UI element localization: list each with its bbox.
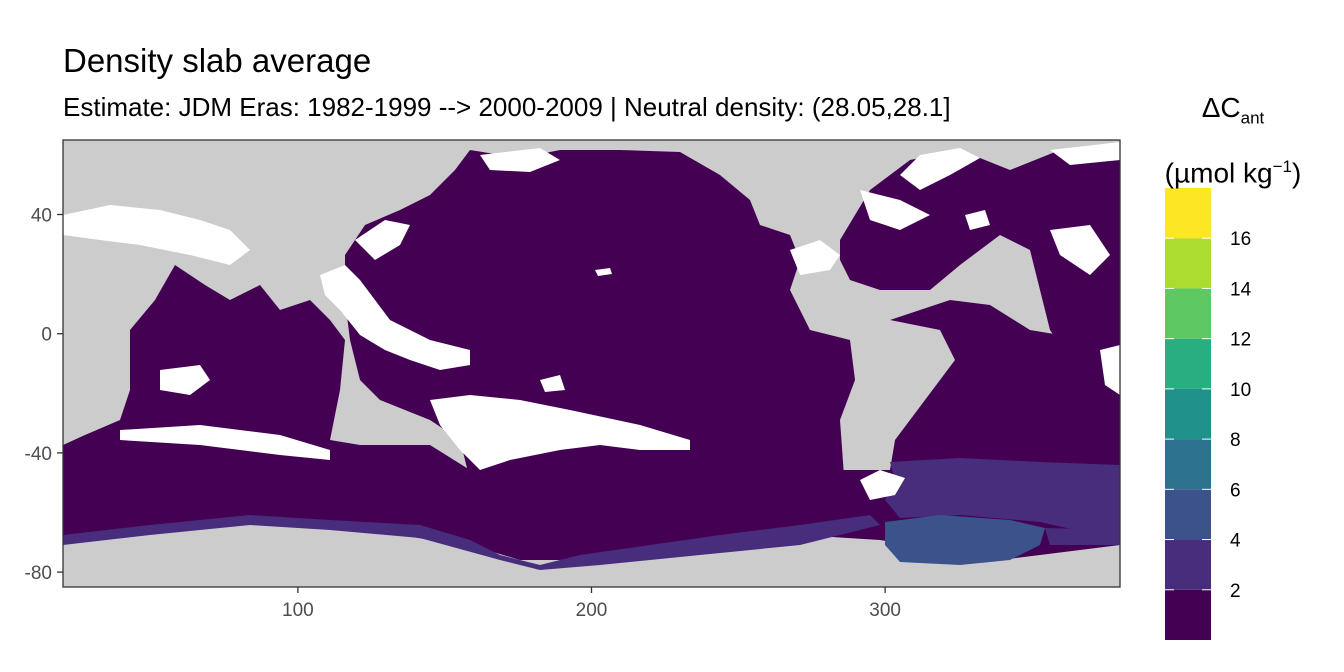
no-data-patch — [595, 268, 612, 276]
ocean-region-weddell-edge — [1045, 528, 1120, 545]
no-data-patch — [1050, 142, 1120, 165]
colorbar-bin — [1165, 288, 1211, 339]
no-data-patch — [480, 148, 560, 172]
no-data-patch — [790, 240, 840, 275]
colorbar-bin — [1165, 489, 1211, 540]
no-data-patch — [355, 220, 410, 260]
ocean-region-weddell-inner — [885, 515, 1045, 565]
colorbar-label: 10 — [1230, 380, 1251, 401]
x-tick-label: 100 — [282, 600, 314, 621]
ocean-region-southern — [63, 470, 1120, 560]
no-data-patch — [120, 425, 330, 460]
no-data-patch — [1100, 345, 1120, 395]
no-data-patch — [320, 265, 470, 370]
colorbar-bin — [1165, 439, 1211, 490]
legend-symbol: ΔC — [1201, 92, 1241, 123]
x-axis: 100 200 300 — [282, 587, 901, 621]
no-data-patch — [860, 470, 905, 500]
y-tick-label: 0 — [41, 325, 52, 346]
no-data-patch — [540, 375, 565, 392]
colorbar-bin — [1165, 539, 1211, 590]
colorbar-label: 14 — [1230, 279, 1252, 300]
ocean-region-indian — [63, 265, 480, 530]
no-data-patch — [160, 365, 210, 395]
colorbar-label: 12 — [1230, 330, 1251, 351]
no-data-patch — [430, 395, 690, 470]
colorbar-bin — [1165, 338, 1211, 389]
legend-unit-sup: −1 — [1272, 156, 1292, 176]
colorbar: 2 4 6 8 10 12 14 16 — [1165, 188, 1252, 640]
ocean-region-antarctic-shelf — [63, 515, 880, 570]
colorbar-label: 16 — [1230, 229, 1251, 250]
ocean-layer — [63, 142, 1120, 570]
colorbar-bin — [1165, 238, 1211, 289]
legend-subscript: ant — [1240, 108, 1265, 128]
colorbar-bin — [1165, 388, 1211, 440]
y-tick-label: 40 — [31, 206, 52, 227]
no-data-patch — [63, 205, 250, 265]
colorbar-label: 8 — [1230, 430, 1241, 451]
no-data-layer — [63, 142, 1120, 500]
ocean-region-weddell-outer — [885, 458, 1120, 540]
chart-subtitle: Estimate: JDM Eras: 1982-1999 --> 2000-2… — [63, 92, 951, 122]
y-axis: 40 0 -40 -80 — [25, 206, 63, 584]
colorbar-label: 4 — [1230, 531, 1241, 552]
x-tick-label: 300 — [869, 600, 901, 621]
legend-unit-close: ) — [1292, 156, 1302, 188]
no-data-patch — [965, 210, 990, 230]
colorbar-bin — [1165, 188, 1211, 239]
no-data-patch — [900, 148, 980, 190]
y-tick-label: -80 — [25, 563, 52, 584]
no-data-patch — [860, 190, 930, 230]
no-data-patch — [1050, 225, 1110, 275]
colorbar-bin — [1165, 589, 1211, 640]
colorbar-label: 6 — [1230, 480, 1241, 501]
legend-unit-open: (µmol kg — [1164, 156, 1273, 188]
ocean-region-south-atlantic — [890, 300, 1120, 470]
x-tick-label: 200 — [576, 600, 608, 621]
legend-title: ΔCant (µmol kg−1) — [1158, 84, 1308, 197]
colorbar-label: 2 — [1230, 581, 1241, 602]
y-tick-label: -40 — [25, 444, 52, 465]
chart-title: Density slab average — [63, 42, 372, 79]
